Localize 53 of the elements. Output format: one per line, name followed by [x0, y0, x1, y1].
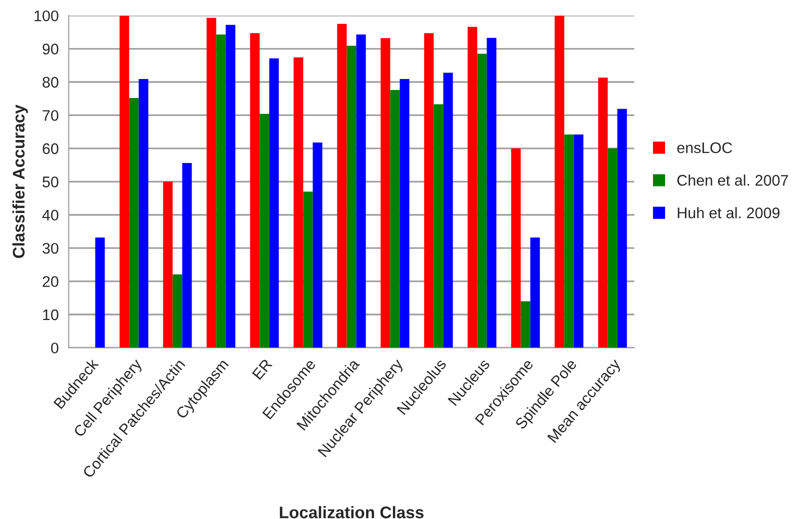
bar: [312, 142, 322, 348]
bar: [390, 90, 400, 348]
y-tick-label: 20: [42, 276, 58, 287]
y-tick-label: 30: [42, 242, 58, 254]
bar: [511, 148, 521, 348]
bar: [520, 301, 530, 348]
bar: [337, 24, 347, 348]
bar: [598, 78, 608, 348]
bar: [477, 54, 487, 348]
bar: [356, 34, 366, 348]
bar: [574, 134, 584, 348]
y-tick-label: 10: [43, 309, 58, 320]
bar: [554, 16, 564, 348]
legend-label: Chen et al. 2007: [677, 174, 788, 186]
bar: [138, 79, 148, 348]
bar: [380, 38, 390, 348]
bar: [564, 134, 574, 348]
y-tick-label: 90: [42, 44, 58, 54]
x-axis-title: Localization Class: [280, 506, 424, 518]
bar: [617, 108, 627, 348]
bar: [294, 57, 304, 348]
y-tick-label: 80: [42, 76, 58, 88]
bar: [182, 163, 192, 348]
bar: [486, 38, 496, 348]
bar: [216, 34, 226, 348]
bar: [120, 16, 130, 348]
bar: [172, 274, 182, 348]
bar: [260, 114, 270, 348]
bar: [346, 46, 356, 348]
bar: [443, 72, 453, 348]
bar: [250, 33, 260, 348]
bar: [530, 237, 540, 348]
bar: [226, 24, 236, 348]
bar: [129, 98, 139, 348]
bar: [303, 192, 313, 348]
y-tick-label: 40: [42, 210, 58, 221]
bar: [400, 79, 410, 348]
y-tick-label: 70: [42, 110, 58, 121]
y-tick-label: 100: [34, 10, 58, 22]
bar: [95, 237, 105, 348]
bar: [608, 148, 618, 348]
bar: [206, 18, 216, 348]
legend-label: ensLOC: [677, 142, 732, 154]
y-axis-title: Classifier Accuracy: [12, 104, 28, 258]
y-tick-label: 60: [42, 143, 58, 154]
bar: [424, 33, 434, 348]
bar: [269, 58, 279, 348]
bar: [434, 104, 444, 348]
y-tick-label: 0: [51, 342, 58, 354]
bar: [468, 26, 478, 348]
y-tick-label: 50: [42, 176, 58, 188]
bar: [163, 182, 173, 348]
legend-label: Huh et al. 2009: [678, 207, 780, 218]
